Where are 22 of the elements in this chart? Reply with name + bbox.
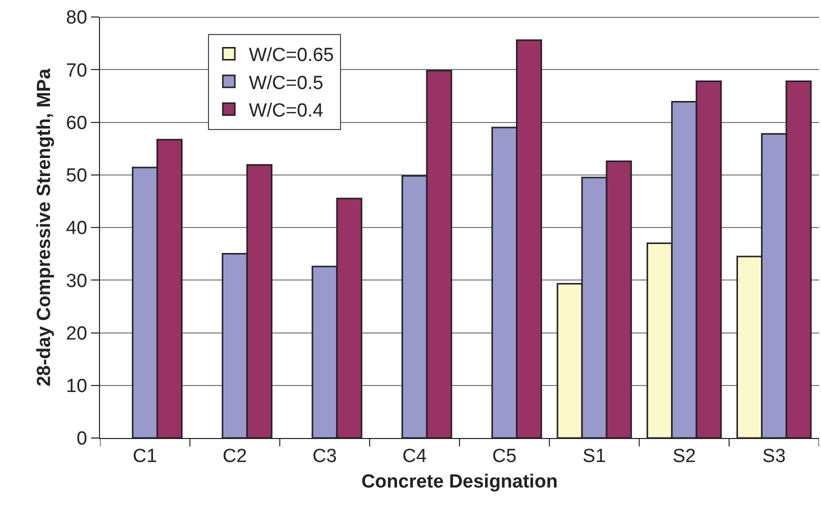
y-tick-label: 50 — [66, 166, 88, 187]
x-tick-label: C1 — [132, 446, 158, 467]
y-tick-label: 40 — [66, 218, 88, 240]
x-tick-label: C5 — [492, 446, 517, 467]
legend-label: W/C=0.4 — [248, 100, 324, 122]
y-tick-label: 30 — [66, 270, 88, 292]
legend-label: W/C=0.65 — [248, 45, 334, 66]
y-tick-label: 70 — [66, 60, 88, 82]
y-tick-label: 10 — [66, 376, 88, 398]
x-tick-label: S2 — [672, 446, 696, 467]
y-tick-label: 60 — [66, 112, 88, 134]
y-axis-title: 28-day Compressive Strength, MPa — [34, 68, 55, 386]
x-tick-label: S3 — [762, 446, 786, 467]
y-tick-label: 20 — [66, 323, 88, 344]
y-tick-label: 0 — [76, 428, 88, 450]
legend-label: W/C=0.5 — [248, 72, 324, 94]
x-tick-label: S1 — [582, 446, 606, 467]
x-axis-title: Concrete Designation — [361, 472, 558, 493]
x-tick-label: C2 — [222, 446, 247, 467]
x-tick-label: C3 — [312, 446, 337, 467]
y-tick-label: 80 — [66, 8, 88, 29]
x-tick-label: C4 — [402, 446, 428, 467]
